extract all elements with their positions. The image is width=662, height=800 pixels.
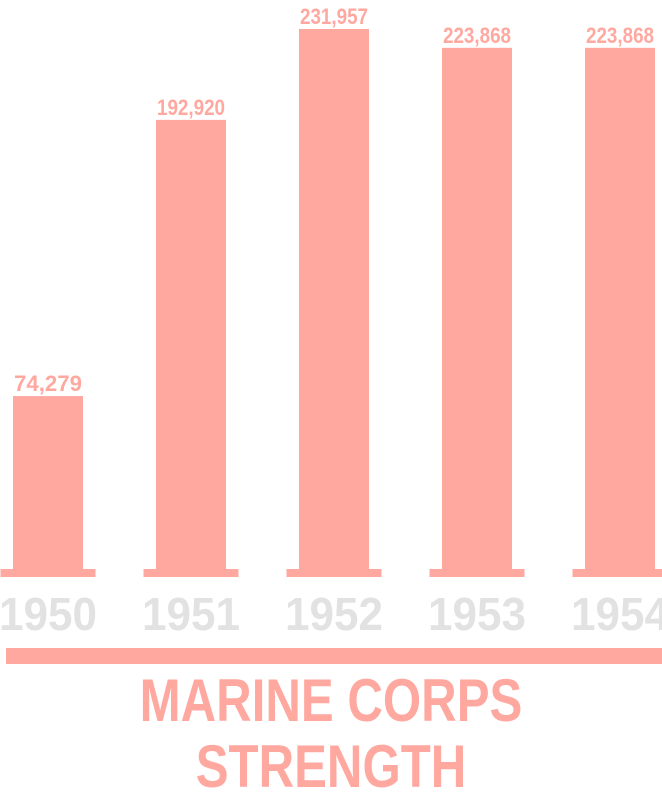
year-label: 1954 xyxy=(571,588,662,640)
value-label: 223,868 xyxy=(586,23,654,48)
bar-base-1954 xyxy=(573,569,662,577)
bar-1950 xyxy=(13,396,83,569)
bars-layer xyxy=(13,29,655,569)
chart-title: MARINE CORPS STRENGTH xyxy=(60,668,603,800)
year-labels-layer: 1950 1951 1952 1953 1954 xyxy=(0,588,662,640)
bar-1951 xyxy=(156,120,226,569)
bar-base-1951 xyxy=(144,569,239,577)
value-label: 74,279 xyxy=(14,371,82,396)
year-label: 1952 xyxy=(285,588,383,640)
baselines-layer xyxy=(1,569,662,577)
bar-1954 xyxy=(585,48,655,569)
value-label: 231,957 xyxy=(300,4,368,29)
year-label: 1953 xyxy=(428,588,526,640)
bar-1952 xyxy=(299,29,369,569)
bar-1953 xyxy=(442,48,512,569)
year-label: 1950 xyxy=(0,588,97,640)
year-label: 1951 xyxy=(142,588,240,640)
value-label: 192,920 xyxy=(157,95,225,120)
value-label: 223,868 xyxy=(443,23,511,48)
bar-base-1950 xyxy=(1,569,96,577)
bar-base-1952 xyxy=(287,569,382,577)
bar-base-1953 xyxy=(430,569,525,577)
title-rule xyxy=(6,648,662,664)
